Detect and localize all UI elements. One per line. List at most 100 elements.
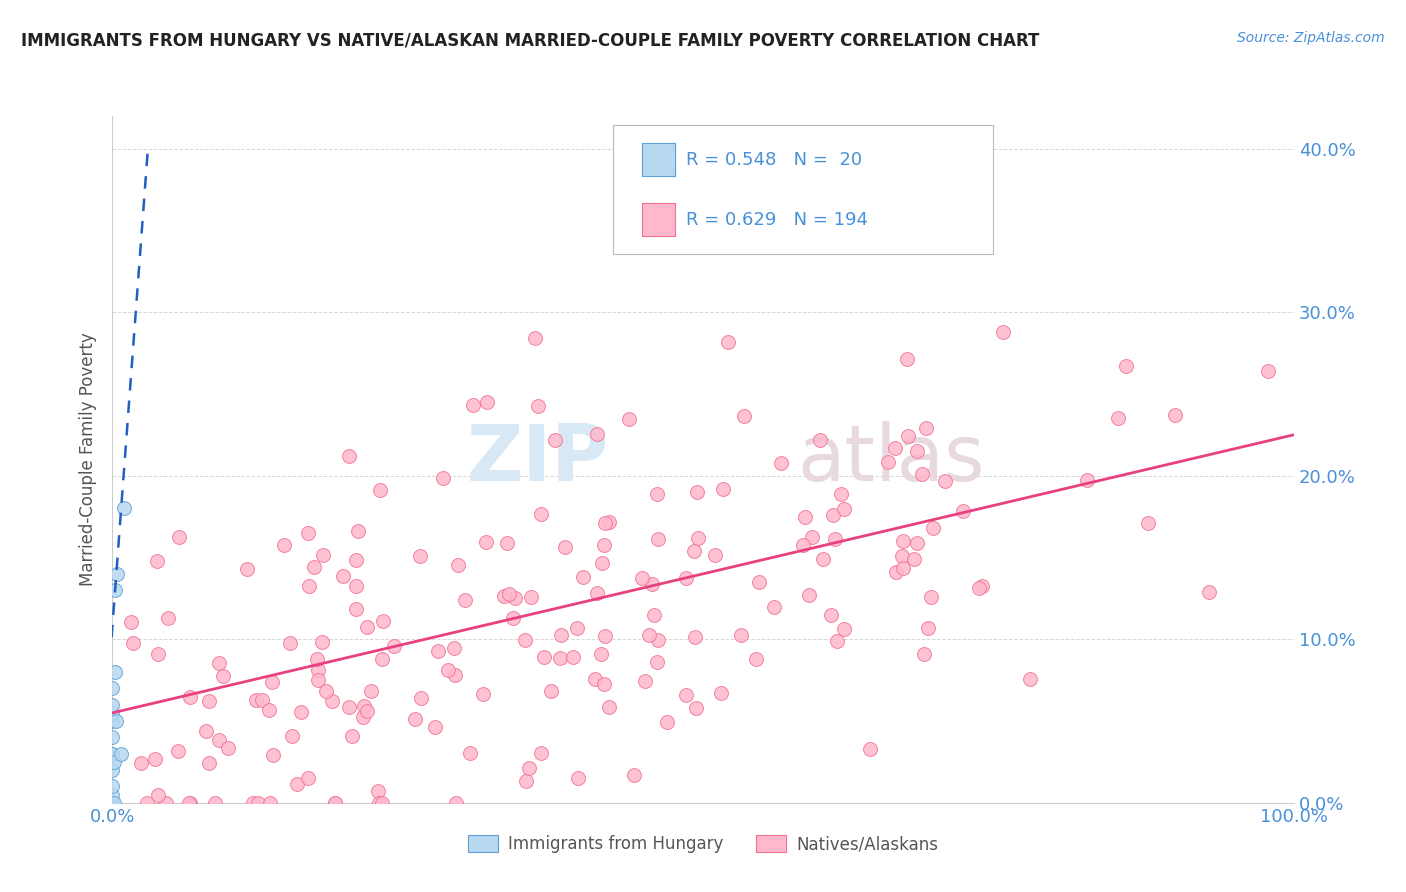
Point — [711, 482, 734, 496]
Point — [337, 449, 360, 463]
Point — [655, 715, 678, 730]
Point — [105, 714, 128, 728]
Point — [544, 433, 567, 447]
Point — [290, 705, 312, 719]
Point — [371, 652, 394, 666]
Point — [146, 554, 169, 568]
Point — [103, 755, 125, 769]
Point — [598, 515, 620, 529]
Point — [454, 592, 477, 607]
Point — [675, 688, 697, 702]
Point — [585, 586, 607, 600]
Point — [763, 599, 786, 614]
Point — [297, 526, 319, 541]
Point — [675, 571, 697, 585]
Point — [1257, 363, 1279, 377]
Point — [884, 565, 907, 579]
Point — [883, 441, 905, 455]
Point — [458, 746, 481, 760]
Point — [122, 636, 145, 650]
Point — [517, 761, 540, 775]
Point — [195, 724, 218, 739]
Point — [332, 568, 354, 582]
Point — [129, 756, 152, 771]
Point — [167, 530, 190, 544]
Point — [686, 485, 709, 500]
Point — [250, 693, 273, 707]
Point — [404, 712, 426, 726]
Point — [969, 581, 991, 595]
Point — [315, 684, 337, 698]
Point — [970, 579, 993, 593]
Point — [411, 691, 433, 706]
Point — [745, 652, 768, 666]
Point — [825, 634, 848, 648]
Point — [799, 588, 821, 602]
Point — [593, 516, 616, 531]
Point — [703, 548, 725, 562]
Point — [101, 788, 124, 802]
Point — [367, 784, 389, 798]
Point — [890, 549, 912, 563]
Point — [105, 566, 128, 581]
Point — [905, 443, 928, 458]
Point — [179, 690, 201, 704]
Point — [834, 502, 856, 516]
Point — [915, 421, 938, 435]
Point — [891, 533, 914, 548]
Point — [1107, 411, 1129, 425]
Point — [591, 556, 613, 570]
Point — [1136, 516, 1159, 531]
Point — [305, 652, 328, 666]
Point — [344, 578, 367, 592]
Point — [495, 536, 517, 550]
Point — [297, 771, 319, 785]
Point — [356, 704, 378, 718]
Point — [475, 534, 498, 549]
Point — [307, 673, 329, 687]
Point — [321, 694, 343, 708]
Point — [530, 507, 553, 521]
Point — [475, 394, 498, 409]
Point — [280, 636, 302, 650]
Point — [427, 644, 450, 658]
Point — [520, 590, 543, 604]
Point — [631, 571, 654, 585]
Point — [1198, 585, 1220, 599]
Point — [1018, 672, 1040, 686]
Point — [370, 796, 392, 810]
Legend: Immigrants from Hungary, Natives/Alaskans: Immigrants from Hungary, Natives/Alaskan… — [461, 828, 945, 860]
Point — [717, 335, 740, 350]
Point — [645, 655, 668, 669]
Point — [492, 589, 515, 603]
Point — [353, 699, 375, 714]
Point — [208, 657, 231, 671]
Point — [515, 774, 537, 789]
Point — [298, 579, 321, 593]
Point — [373, 614, 395, 628]
Point — [583, 672, 606, 686]
Point — [595, 629, 617, 643]
Point — [859, 741, 882, 756]
Point — [447, 558, 470, 572]
Point — [259, 796, 281, 810]
Point — [793, 510, 815, 524]
Point — [922, 520, 945, 534]
Point — [167, 744, 190, 758]
Point — [352, 709, 374, 723]
Point — [101, 681, 124, 696]
Point — [281, 729, 304, 743]
Point — [824, 533, 846, 547]
Point — [533, 650, 555, 665]
Point — [808, 434, 831, 448]
Point — [471, 687, 494, 701]
Point — [409, 549, 432, 564]
Text: ZIP: ZIP — [467, 421, 609, 498]
Point — [382, 639, 405, 653]
Point — [647, 632, 669, 647]
Point — [344, 553, 367, 567]
Point — [897, 429, 920, 443]
Point — [101, 747, 124, 761]
Point — [246, 796, 269, 810]
Point — [260, 674, 283, 689]
